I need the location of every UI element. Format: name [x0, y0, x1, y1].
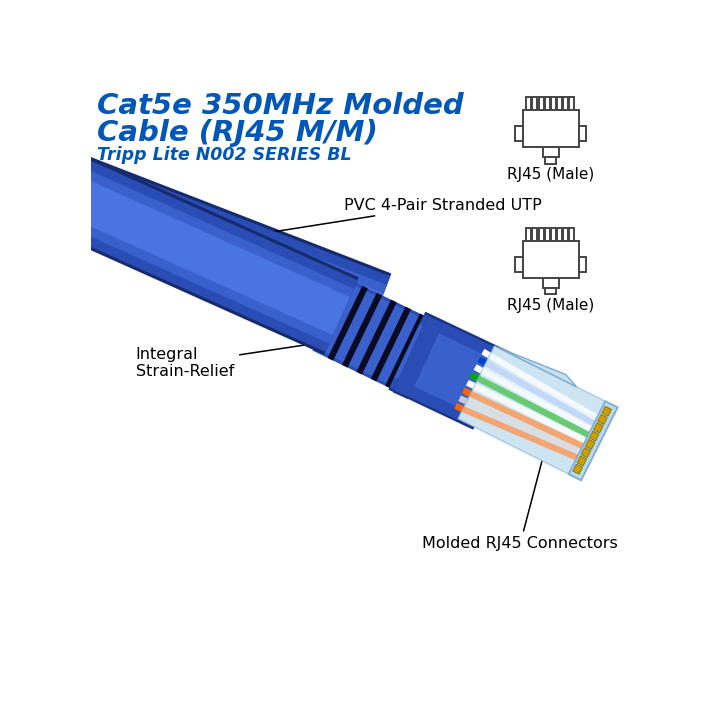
Bar: [563, 97, 568, 109]
Bar: [563, 228, 568, 240]
Polygon shape: [395, 324, 504, 417]
Bar: [546, 287, 556, 295]
Polygon shape: [52, 158, 358, 352]
Text: Cat5e 350MHz Molded: Cat5e 350MHz Molded: [97, 92, 464, 120]
Polygon shape: [393, 314, 444, 399]
Polygon shape: [581, 448, 591, 458]
Bar: [538, 97, 543, 109]
Polygon shape: [458, 346, 618, 480]
Polygon shape: [356, 300, 397, 375]
Polygon shape: [371, 307, 411, 382]
Polygon shape: [385, 314, 425, 388]
Polygon shape: [586, 440, 595, 449]
Polygon shape: [602, 406, 611, 416]
Text: Integral
Strain-Relief: Integral Strain-Relief: [136, 335, 360, 379]
Polygon shape: [577, 456, 586, 466]
Bar: [545, 228, 550, 240]
Bar: [551, 97, 556, 109]
Bar: [578, 257, 586, 272]
Text: Molded RJ45 Connectors: Molded RJ45 Connectors: [423, 452, 618, 551]
Bar: [533, 97, 538, 109]
Polygon shape: [498, 347, 577, 387]
Bar: [557, 97, 562, 109]
Polygon shape: [59, 174, 350, 335]
Text: PVC 4-Pair Stranded UTP: PVC 4-Pair Stranded UTP: [242, 197, 541, 239]
Bar: [516, 257, 523, 272]
Polygon shape: [327, 286, 368, 360]
Bar: [523, 109, 578, 147]
Polygon shape: [61, 174, 383, 332]
Text: Cable (RJ45 M/M): Cable (RJ45 M/M): [97, 119, 378, 147]
Bar: [557, 228, 562, 240]
Bar: [569, 97, 574, 109]
Polygon shape: [56, 166, 354, 343]
Polygon shape: [342, 292, 383, 368]
Text: RJ45 (Male): RJ45 (Male): [507, 167, 594, 182]
Polygon shape: [483, 360, 609, 433]
Polygon shape: [598, 415, 607, 425]
Bar: [523, 240, 578, 277]
Polygon shape: [54, 157, 390, 350]
Bar: [543, 147, 558, 157]
Polygon shape: [51, 155, 359, 355]
Polygon shape: [573, 464, 583, 474]
Bar: [545, 97, 550, 109]
Bar: [526, 97, 531, 109]
Bar: [526, 228, 531, 240]
Bar: [543, 277, 558, 287]
Bar: [578, 126, 586, 141]
Text: Tripp Lite N002 SERIES BL: Tripp Lite N002 SERIES BL: [97, 146, 352, 164]
Bar: [569, 228, 574, 240]
Polygon shape: [388, 312, 510, 430]
Bar: [551, 228, 556, 240]
Polygon shape: [390, 314, 509, 428]
Polygon shape: [312, 278, 448, 399]
Polygon shape: [568, 401, 618, 480]
Polygon shape: [458, 346, 618, 480]
Polygon shape: [57, 166, 387, 341]
Text: RJ45 (Male): RJ45 (Male): [507, 298, 594, 313]
Bar: [533, 228, 538, 240]
Polygon shape: [589, 431, 599, 441]
Polygon shape: [593, 423, 603, 433]
Bar: [538, 228, 543, 240]
Bar: [546, 157, 556, 164]
Polygon shape: [314, 281, 446, 396]
Polygon shape: [394, 316, 443, 397]
Polygon shape: [53, 154, 391, 352]
Bar: [516, 126, 523, 141]
